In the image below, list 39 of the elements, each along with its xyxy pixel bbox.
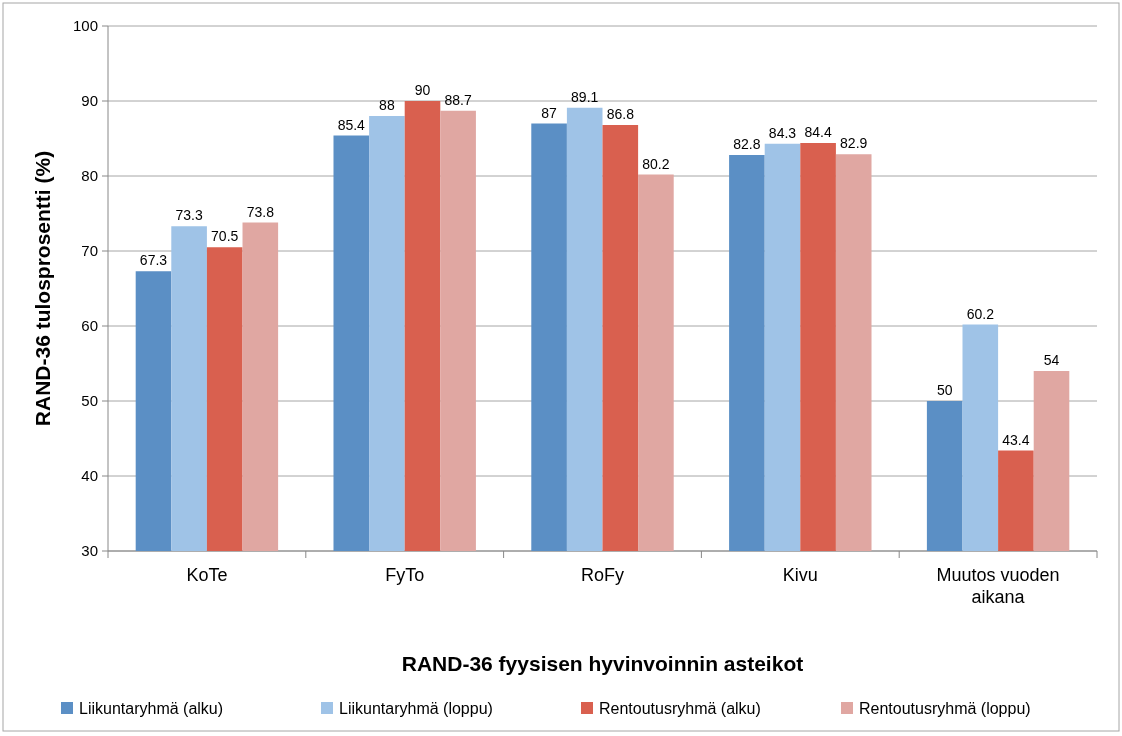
y-tick-label: 40 bbox=[81, 467, 98, 485]
data-label: 67.3 bbox=[139, 252, 168, 269]
y-tick-label: 90 bbox=[81, 92, 98, 110]
x-axis-title: RAND-36 fyysisen hyvinvoinnin asteikot bbox=[401, 652, 804, 675]
data-label: 73.3 bbox=[175, 207, 203, 224]
legend-label: Rentoutusryhmä (alku) bbox=[599, 700, 761, 717]
y-axis-title: RAND-36 tulosprosentti (%) bbox=[31, 150, 54, 427]
y-tick-label: 60 bbox=[81, 317, 98, 335]
y-tick-label: 70 bbox=[81, 242, 98, 260]
data-label: 89.1 bbox=[571, 88, 599, 105]
data-label: 60.2 bbox=[966, 305, 995, 322]
x-tick-label: FyTo bbox=[385, 565, 425, 585]
data-label: 80.2 bbox=[642, 155, 670, 172]
x-tick-label: Muutos vuoden aikana bbox=[936, 565, 1060, 607]
data-label: 87 bbox=[541, 104, 558, 121]
data-label: 84.4 bbox=[804, 124, 832, 140]
y-tick-label: 80 bbox=[81, 167, 98, 185]
data-label: 73.8 bbox=[246, 203, 275, 220]
data-label: 43.4 bbox=[1002, 431, 1030, 448]
y-tick-label: 30 bbox=[81, 542, 98, 560]
data-label: 50 bbox=[936, 382, 953, 398]
legend-label: Rentoutusryhmä (loppu) bbox=[859, 700, 1031, 717]
data-label: 88.7 bbox=[444, 91, 472, 108]
data-label: 82.8 bbox=[733, 136, 761, 152]
data-label: 86.8 bbox=[606, 106, 635, 122]
legend-label: Liikuntaryhmä (loppu) bbox=[339, 700, 493, 717]
data-label: 84.3 bbox=[768, 124, 797, 141]
data-label: 82.9 bbox=[840, 135, 868, 152]
y-tick-label: 100 bbox=[72, 17, 98, 35]
x-tick-label: RoFy bbox=[580, 565, 625, 585]
y-tick-label: 50 bbox=[81, 392, 98, 410]
data-label: 90 bbox=[414, 82, 431, 98]
data-label: 54 bbox=[1043, 352, 1060, 368]
data-label: 70.5 bbox=[211, 228, 239, 245]
data-label: 85.4 bbox=[337, 116, 366, 133]
legend-label: Liikuntaryhmä (alku) bbox=[79, 700, 224, 717]
x-tick-label: Kivu bbox=[782, 565, 818, 585]
data-label: 88 bbox=[379, 97, 395, 113]
x-tick-label: KoTe bbox=[186, 565, 228, 585]
